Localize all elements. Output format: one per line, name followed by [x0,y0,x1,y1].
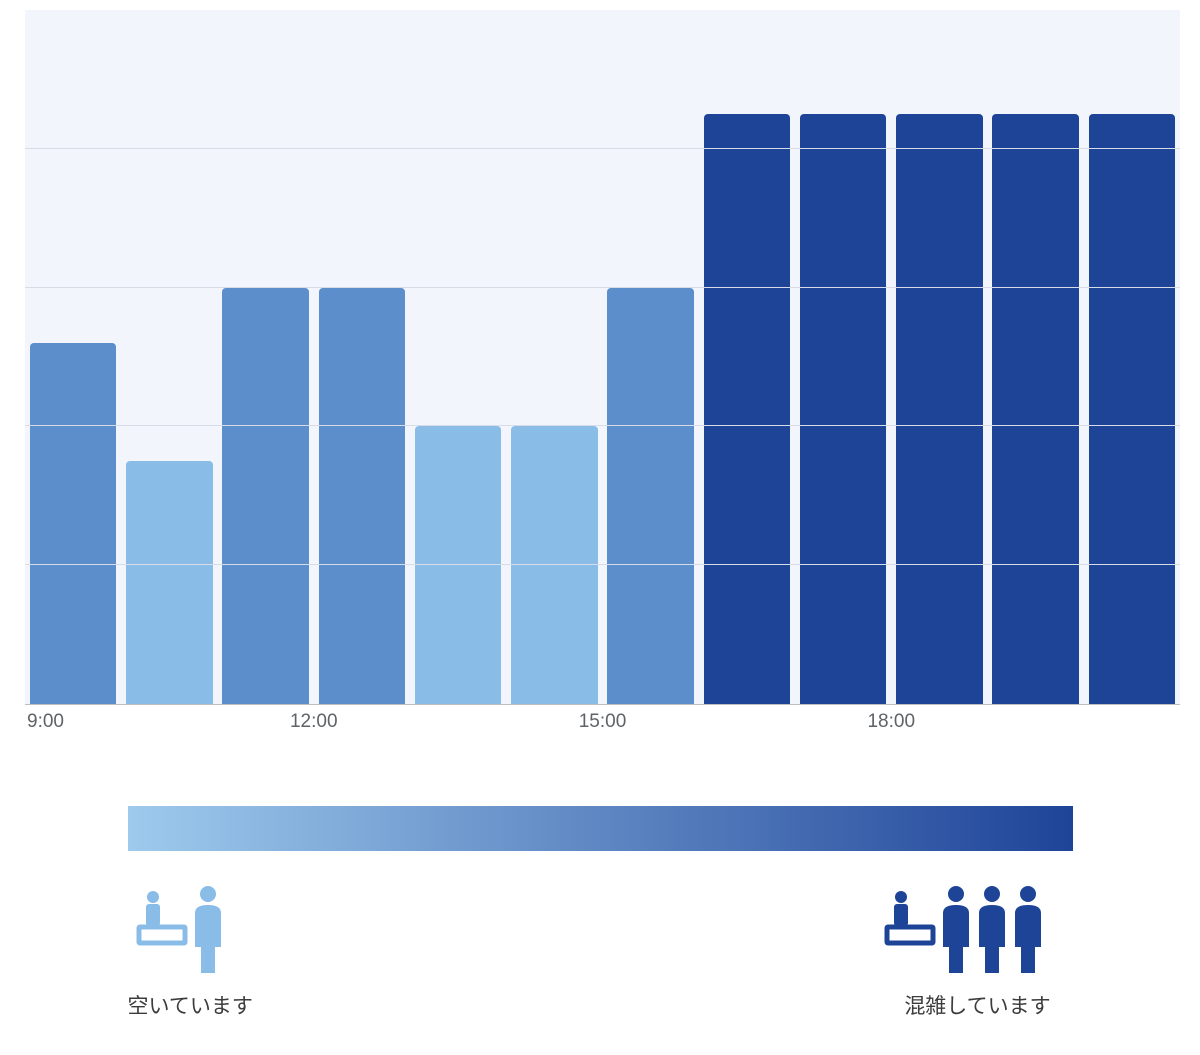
bar-slot [988,10,1084,704]
legend-high-label: 混雑しています [904,990,1050,1020]
bar [415,426,502,704]
bar-slot [121,10,217,704]
legend-gradient [128,806,1073,851]
bar-slot [314,10,410,704]
bar [800,114,887,704]
bar-slot [603,10,699,704]
legend-high: 混雑しています [883,881,1073,1020]
x-axis: 9:00 12:00 15:00 18:00 [25,711,1180,741]
gridline [25,287,1180,288]
bar [704,114,791,704]
congestion-chart: 9:00 12:00 15:00 18:00 [25,10,1180,741]
bar [126,461,213,704]
x-axis-label: 12:00 [290,711,338,733]
bar [607,288,694,704]
bar-container [25,10,1180,704]
bar-slot [25,10,121,704]
bar-slot [218,10,314,704]
gridline [25,425,1180,426]
legend-low: 空いています [128,881,253,1020]
legend: 空いています 混雑しています [128,881,1073,1020]
bar [222,288,309,704]
not-crowded-icon [135,881,245,976]
x-axis-label: 18:00 [867,711,915,733]
bar-slot [506,10,602,704]
gridline [25,148,1180,149]
bar-slot [1084,10,1180,704]
bar [30,343,117,704]
bar [992,114,1079,704]
bar-slot [795,10,891,704]
bar [1089,114,1176,704]
bar-slot [699,10,795,704]
gridline [25,564,1180,565]
plot-area [25,10,1180,705]
bar [896,114,983,704]
crowded-icon [883,881,1073,976]
legend-low-label: 空いています [128,990,253,1020]
bar-slot [410,10,506,704]
x-axis-label: 15:00 [579,711,627,733]
bar [319,288,406,704]
x-axis-label: 9:00 [27,711,64,733]
bar-slot [891,10,987,704]
bar [511,426,598,704]
